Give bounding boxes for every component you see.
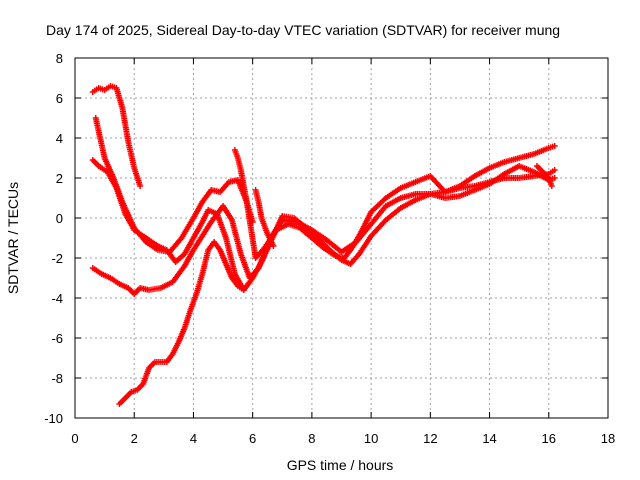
data-point: [249, 219, 256, 225]
y-tick-label: -10: [44, 411, 63, 426]
y-tick-label: -4: [51, 291, 63, 306]
x-tick-label: 18: [601, 431, 615, 446]
x-tick-label: 10: [364, 431, 378, 446]
data-point: [548, 183, 555, 189]
x-tick-label: 2: [131, 431, 138, 446]
y-tick-label: 4: [56, 131, 63, 146]
data-point: [240, 287, 247, 293]
y-tick-label: -6: [51, 331, 63, 346]
x-tick-label: 0: [71, 431, 78, 446]
data-point: [551, 167, 558, 173]
y-tick-label: 0: [56, 211, 63, 226]
axis-ticks: 0 2 4 6 8 10 12 14 16 18 -10 -8 -6 -4 -2 0 2 4 6 8: [44, 51, 615, 446]
y-tick-label: -2: [51, 251, 63, 266]
data-point: [270, 243, 277, 249]
chart-title: Day 174 of 2025, Sidereal Day-to-day VTE…: [46, 22, 560, 38]
y-tick-label: 6: [56, 91, 63, 106]
y-tick-label: 8: [56, 51, 63, 66]
x-tick-label: 14: [482, 431, 496, 446]
x-tick-label: 4: [190, 431, 197, 446]
x-tick-label: 8: [308, 431, 315, 446]
y-tick-label: -8: [51, 371, 63, 386]
plot-frame: [74, 57, 609, 419]
x-tick-label: 6: [249, 431, 256, 446]
x-tick-label: 16: [542, 431, 556, 446]
x-tick-label: 12: [423, 431, 437, 446]
y-axis-label: SDTVAR / TECUs: [5, 182, 21, 294]
data-point: [137, 183, 144, 189]
x-axis-label: GPS time / hours: [287, 457, 394, 473]
data-point: [551, 175, 558, 181]
y-tick-label: 2: [56, 171, 63, 186]
data-point: [551, 143, 558, 149]
data-points: [89, 83, 558, 407]
